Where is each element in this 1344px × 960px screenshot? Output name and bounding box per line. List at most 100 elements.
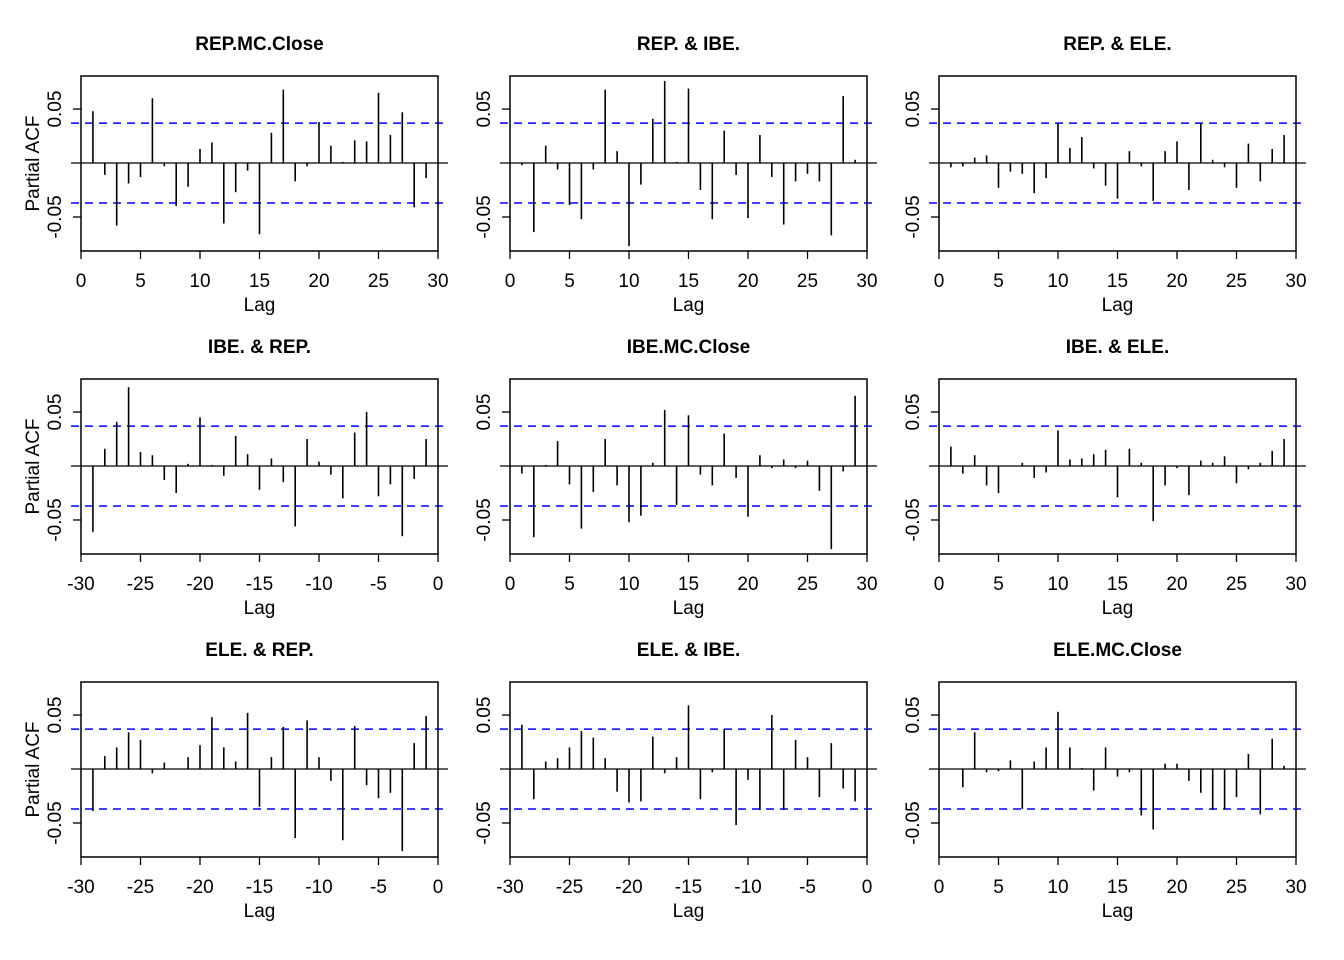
- x-tick-label: -10: [305, 574, 332, 595]
- x-tick-label: 25: [797, 574, 818, 595]
- panel-title: REP.MC.Close: [195, 34, 323, 55]
- x-tick-label: -20: [186, 877, 213, 898]
- y-axis-label: Partial ACF: [23, 721, 44, 817]
- x-tick-label: 25: [1226, 877, 1247, 898]
- panel-title: REP. & ELE.: [1063, 34, 1171, 55]
- y-tick-label: -0.05: [903, 498, 924, 541]
- x-tick-label: 30: [1285, 271, 1306, 292]
- y-tick-label: 0.05: [474, 697, 495, 734]
- x-tick-label: 5: [993, 877, 1004, 898]
- panel-title: ELE.MC.Close: [1053, 640, 1182, 661]
- x-tick-label: 25: [368, 271, 389, 292]
- y-axis-label: Partial ACF: [23, 115, 44, 211]
- x-tick-label: -5: [370, 574, 387, 595]
- x-tick-label: 15: [1107, 574, 1128, 595]
- panel-title: ELE. & IBE.: [637, 640, 740, 661]
- x-tick-label: 0: [505, 271, 516, 292]
- x-tick-label: 0: [934, 574, 945, 595]
- x-axis-label: Lag: [244, 901, 276, 922]
- x-tick-label: -15: [246, 574, 273, 595]
- x-tick-label: -25: [127, 877, 154, 898]
- x-tick-label: 5: [135, 271, 146, 292]
- panel-title: REP. & IBE.: [637, 34, 740, 55]
- x-tick-label: 10: [1047, 877, 1068, 898]
- x-tick-label: 10: [189, 271, 210, 292]
- x-tick-label: 30: [427, 271, 448, 292]
- y-tick-label: 0.05: [45, 91, 66, 128]
- x-tick-label: 0: [76, 271, 87, 292]
- y-tick-label: 0.05: [903, 394, 924, 431]
- y-tick-label: 0.05: [474, 394, 495, 431]
- x-tick-label: 10: [618, 271, 639, 292]
- y-tick-label: -0.05: [903, 801, 924, 844]
- x-tick-label: 30: [1285, 877, 1306, 898]
- x-tick-label: 0: [433, 574, 444, 595]
- x-tick-label: 30: [856, 574, 877, 595]
- y-tick-label: -0.05: [474, 801, 495, 844]
- x-axis-label: Lag: [673, 598, 705, 619]
- y-tick-label: 0.05: [45, 697, 66, 734]
- panel-title: ELE. & REP.: [205, 640, 313, 661]
- x-tick-label: 30: [856, 271, 877, 292]
- x-tick-label: -30: [496, 877, 523, 898]
- x-tick-label: 0: [934, 271, 945, 292]
- panel-title: IBE. & REP.: [208, 337, 311, 358]
- x-tick-label: 10: [1047, 574, 1068, 595]
- x-tick-label: -25: [556, 877, 583, 898]
- x-tick-label: -25: [127, 574, 154, 595]
- x-axis-label: Lag: [1102, 598, 1134, 619]
- y-tick-label: 0.05: [474, 91, 495, 128]
- x-axis-label: Lag: [1102, 901, 1134, 922]
- x-axis-label: Lag: [1102, 295, 1134, 316]
- x-tick-label: -15: [675, 877, 702, 898]
- x-tick-label: -15: [246, 877, 273, 898]
- x-tick-label: -30: [67, 574, 94, 595]
- x-tick-label: -10: [734, 877, 761, 898]
- x-axis-label: Lag: [244, 295, 276, 316]
- x-axis-label: Lag: [244, 598, 276, 619]
- x-tick-label: -10: [305, 877, 332, 898]
- x-tick-label: 20: [1166, 877, 1187, 898]
- x-tick-label: -20: [186, 574, 213, 595]
- x-tick-label: 20: [737, 574, 758, 595]
- x-tick-label: -30: [67, 877, 94, 898]
- x-tick-label: 20: [1166, 574, 1187, 595]
- y-tick-label: 0.05: [903, 91, 924, 128]
- y-tick-label: 0.05: [45, 394, 66, 431]
- panel-title: IBE.MC.Close: [627, 337, 751, 358]
- x-tick-label: 5: [564, 574, 575, 595]
- x-tick-label: 0: [505, 574, 516, 595]
- x-tick-label: 25: [1226, 271, 1247, 292]
- x-tick-label: 15: [678, 574, 699, 595]
- x-tick-label: 10: [618, 574, 639, 595]
- x-tick-label: 15: [678, 271, 699, 292]
- x-tick-label: 0: [862, 877, 873, 898]
- y-axis-label: Partial ACF: [23, 418, 44, 514]
- x-tick-label: 5: [993, 271, 1004, 292]
- x-tick-label: -5: [799, 877, 816, 898]
- x-tick-label: 25: [797, 271, 818, 292]
- x-axis-label: Lag: [673, 901, 705, 922]
- y-tick-label: 0.05: [903, 697, 924, 734]
- x-tick-label: 5: [564, 271, 575, 292]
- x-tick-label: 15: [249, 271, 270, 292]
- x-tick-label: 15: [1107, 877, 1128, 898]
- x-tick-label: 25: [1226, 574, 1247, 595]
- x-tick-label: 20: [737, 271, 758, 292]
- x-tick-label: 20: [308, 271, 329, 292]
- x-tick-label: 20: [1166, 271, 1187, 292]
- x-tick-label: 0: [433, 877, 444, 898]
- y-tick-label: -0.05: [474, 498, 495, 541]
- panel-title: IBE. & ELE.: [1066, 337, 1169, 358]
- x-tick-label: 5: [993, 574, 1004, 595]
- y-tick-label: -0.05: [903, 195, 924, 238]
- y-tick-label: -0.05: [45, 801, 66, 844]
- x-tick-label: -20: [615, 877, 642, 898]
- x-axis-label: Lag: [673, 295, 705, 316]
- y-tick-label: -0.05: [474, 195, 495, 238]
- y-tick-label: -0.05: [45, 498, 66, 541]
- x-tick-label: 0: [934, 877, 945, 898]
- x-tick-label: 15: [1107, 271, 1128, 292]
- x-tick-label: 30: [1285, 574, 1306, 595]
